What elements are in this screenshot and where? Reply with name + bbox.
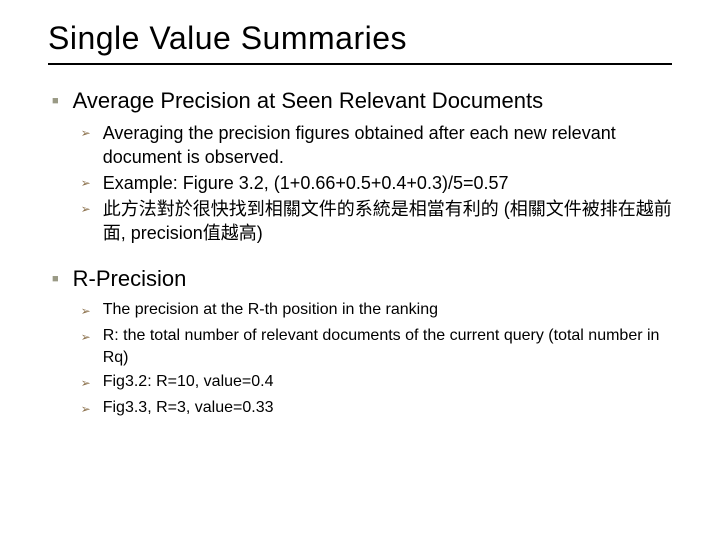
chevron-bullet-icon: ➢: [81, 325, 91, 349]
section-content: Average Precision at Seen Relevant Docum…: [73, 87, 672, 251]
title-underline: [48, 63, 672, 65]
list-item: ➢ The precision at the R-th position in …: [81, 299, 672, 323]
level2-list: ➢ The precision at the R-th position in …: [81, 299, 672, 421]
chevron-bullet-icon: ➢: [81, 299, 91, 323]
section-avg-precision: ■ Average Precision at Seen Relevant Doc…: [48, 87, 672, 251]
section-heading: R-Precision: [73, 265, 672, 293]
list-item: ➢ Fig3.2: R=10, value=0.4: [81, 371, 672, 395]
chevron-bullet-icon: ➢: [81, 121, 91, 145]
section-content: R-Precision ➢ The precision at the R-th …: [73, 265, 672, 427]
level2-list: ➢ Averaging the precision figures obtain…: [81, 121, 672, 245]
item-text: 此方法對於很快找到相關文件的系統是相當有利的 (相關文件被排在越前面, prec…: [103, 197, 672, 245]
section-r-precision: ■ R-Precision ➢ The precision at the R-t…: [48, 265, 672, 427]
square-bullet-icon: ■: [52, 87, 59, 115]
list-item: ➢ Example: Figure 3.2, (1+0.66+0.5+0.4+0…: [81, 171, 672, 195]
item-text: Averaging the precision figures obtained…: [103, 121, 672, 169]
list-item: ➢ Averaging the precision figures obtain…: [81, 121, 672, 169]
square-bullet-icon: ■: [52, 265, 59, 293]
item-text: Fig3.2: R=10, value=0.4: [103, 371, 672, 393]
chevron-bullet-icon: ➢: [81, 397, 91, 421]
slide-title: Single Value Summaries: [48, 20, 672, 57]
list-item: ➢ R: the total number of relevant docume…: [81, 325, 672, 369]
level1-list: ■ Average Precision at Seen Relevant Doc…: [48, 87, 672, 427]
section-heading: Average Precision at Seen Relevant Docum…: [73, 87, 672, 115]
chevron-bullet-icon: ➢: [81, 371, 91, 395]
list-item: ➢ 此方法對於很快找到相關文件的系統是相當有利的 (相關文件被排在越前面, pr…: [81, 197, 672, 245]
slide-root: Single Value Summaries ■ Average Precisi…: [0, 0, 720, 540]
item-text: Fig3.3, R=3, value=0.33: [103, 397, 672, 419]
item-text: The precision at the R-th position in th…: [103, 299, 672, 321]
list-item: ➢ Fig3.3, R=3, value=0.33: [81, 397, 672, 421]
item-text: Example: Figure 3.2, (1+0.66+0.5+0.4+0.3…: [103, 171, 672, 195]
item-text: R: the total number of relevant document…: [103, 325, 672, 369]
chevron-bullet-icon: ➢: [81, 171, 91, 195]
chevron-bullet-icon: ➢: [81, 197, 91, 221]
